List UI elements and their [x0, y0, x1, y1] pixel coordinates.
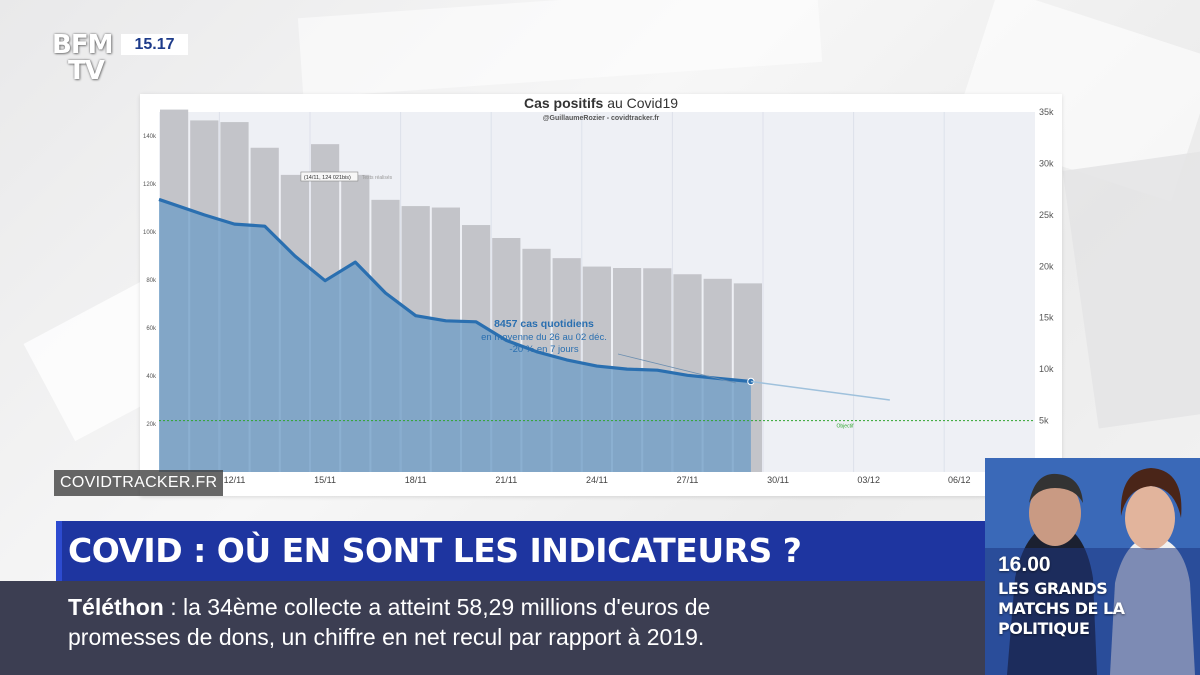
bar-hover-box — [300, 171, 359, 182]
y-right-tick-label: 20k — [1039, 261, 1054, 271]
x-tick-label: 15/11 — [314, 475, 336, 485]
y-right-tick-label: 10k — [1039, 364, 1054, 374]
bar-hover-series: Tests réalisés — [362, 175, 393, 181]
background-shape — [297, 0, 823, 99]
annotation-line: -20 % en 7 jours — [509, 344, 578, 355]
logo-line-2: TV — [68, 56, 105, 86]
bar-hover-label: (14/11, 124 021bis) — [304, 175, 351, 181]
chart-card: Objectif 20k 40k 60k 80k 100k 120k 140k 5k 10k 15k… — [140, 94, 1062, 496]
ticker-line-1: Téléthon : la 34ème collecte a atteint 5… — [68, 594, 710, 621]
chart-title: Cas positifs au Covid19 — [140, 94, 1062, 112]
clock: 15.17 — [121, 34, 188, 55]
x-tick-label: 18/11 — [405, 475, 427, 485]
program-panel: 16.00 LES GRANDS MATCHS DE LA POLITIQUE — [985, 458, 1200, 675]
x-tick-label: 27/11 — [677, 475, 699, 485]
channel-logo: BFM TV — [52, 32, 114, 86]
headline-banner: COVID : OÙ EN SONT LES INDICATEURS ? — [56, 521, 986, 581]
chart-subtitle: @GuillaumeRozier - covidtracker.fr — [542, 115, 660, 122]
y-right-tick-label: 15k — [1039, 313, 1054, 323]
ticker-line-2: promesses de dons, un chiffre en net rec… — [68, 624, 705, 650]
headline-accent — [56, 521, 62, 581]
annotation-pointer — [617, 353, 737, 384]
logo-line-1: BFM — [52, 30, 113, 60]
y-left-tick-label: 80k — [146, 278, 157, 284]
program-title-line: POLITIQUE — [998, 619, 1090, 638]
portrait-face-right — [1125, 486, 1175, 550]
x-tick-label: 30/11 — [767, 475, 789, 485]
y-left-tick-label: 60k — [146, 326, 157, 332]
objective-label: Objectif — [837, 424, 855, 430]
portrait-face-left — [1029, 480, 1081, 546]
annotation-line: en moyenne du 26 au 02 déc. — [481, 332, 607, 343]
chart-title-rest: au Covid19 — [603, 95, 679, 111]
source-tag: COVIDTRACKER.FR — [54, 470, 224, 496]
program-overlay — [985, 548, 1200, 675]
y-left-tick-label: 100k — [143, 230, 157, 236]
y-right-tick-label: 30k — [1039, 158, 1054, 168]
ticker-line-1-text: : la 34ème collecte a atteint 58,29 mill… — [163, 594, 711, 620]
portrait-hair-right — [1120, 468, 1182, 518]
chart: Objectif 20k 40k 60k 80k 100k 120k 140k 5k 10k 15k… — [143, 107, 1054, 485]
program-title-line: LES GRANDS — [998, 579, 1108, 598]
program-title: LES GRANDS MATCHS DE LA POLITIQUE — [998, 579, 1125, 639]
y-left-tick-label: 140k — [143, 134, 157, 140]
x-tick-label: 06/12 — [948, 475, 971, 485]
y-left-tick-label: 120k — [143, 182, 157, 188]
ticker-topic: Téléthon — [68, 594, 164, 620]
chart-title-bold: Cas positifs — [523, 95, 604, 111]
y-left-tick-label: 40k — [146, 374, 157, 380]
y-left-tick-label: 20k — [146, 422, 157, 428]
y-right-tick-label: 35k — [1039, 107, 1054, 117]
y-right-tick-label: 25k — [1039, 210, 1054, 220]
x-tick-label: 21/11 — [495, 475, 517, 485]
background-shape — [1062, 151, 1200, 429]
y-right-tick-label: 5k — [1039, 416, 1049, 426]
program-title-line: MATCHS DE LA — [998, 599, 1125, 618]
average-line — [158, 197, 752, 384]
program-time: 16.00 — [998, 553, 1051, 576]
portrait-hair-left — [1029, 473, 1083, 503]
trend-projection — [750, 380, 890, 401]
x-tick-label: 12/11 — [224, 475, 246, 485]
annotation-value: 8457 cas quotidiens — [494, 318, 594, 330]
x-tick-label: 24/11 — [586, 475, 608, 485]
news-ticker — [0, 581, 985, 675]
presenter-portraits — [985, 458, 1200, 675]
x-tick-label: 03/12 — [857, 475, 880, 485]
